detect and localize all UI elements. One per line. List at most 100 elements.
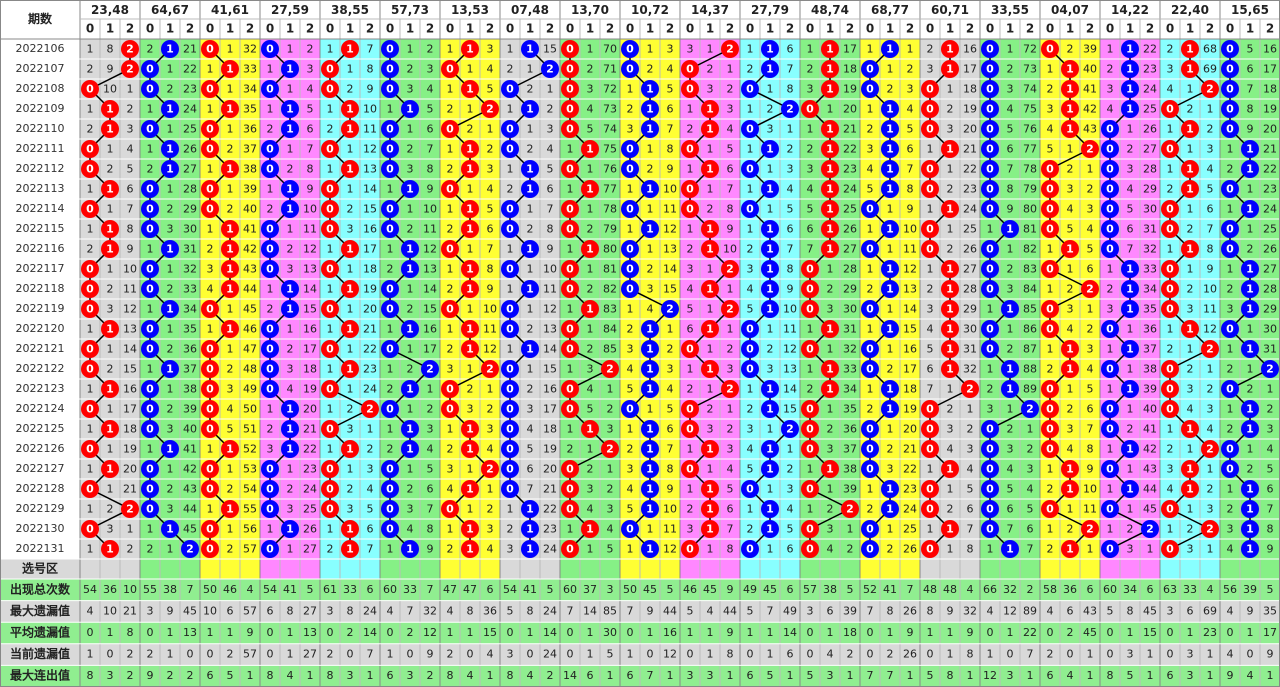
hit-digit: 1 xyxy=(946,203,954,216)
miss-count: 13 xyxy=(423,263,437,276)
miss-count: 10 xyxy=(783,303,797,316)
hit-digit: 1 xyxy=(106,423,114,436)
miss-count: 1 xyxy=(527,303,534,316)
stat-value: 1 xyxy=(947,626,954,639)
miss-count: 82 xyxy=(603,283,617,296)
stat-value: 14 xyxy=(583,604,597,617)
hit-ball xyxy=(701,440,719,458)
hit-digit: 1 xyxy=(766,283,774,296)
miss-count: 2 xyxy=(287,343,294,356)
stat-value: 41 xyxy=(523,583,537,596)
miss-count: 2 xyxy=(1267,403,1274,416)
hit-ball xyxy=(761,500,779,518)
miss-count: 1 xyxy=(527,123,534,136)
miss-count: 1 xyxy=(867,103,874,116)
miss-count: 6 xyxy=(787,43,794,56)
miss-count: 2 xyxy=(347,403,354,416)
miss-count: 8 xyxy=(1087,443,1094,456)
miss-count: 28 xyxy=(843,263,857,276)
miss-count: 4 xyxy=(427,83,434,96)
miss-count: 15 xyxy=(543,363,557,376)
miss-count: 3 xyxy=(527,403,534,416)
miss-count: 5 xyxy=(907,123,914,136)
stat-value: 6 xyxy=(1187,604,1194,617)
hit-ball xyxy=(401,100,419,118)
miss-count: 73 xyxy=(603,103,617,116)
miss-count: 32 xyxy=(183,263,197,276)
miss-count: 2 xyxy=(447,443,454,456)
miss-count: 1 xyxy=(447,323,454,336)
miss-count: 3 xyxy=(227,383,234,396)
miss-count: 86 xyxy=(1023,323,1037,336)
miss-count: 1 xyxy=(587,163,594,176)
hit-digit: 1 xyxy=(646,463,654,476)
hit-digit: 0 xyxy=(386,483,394,496)
hit-digit: 0 xyxy=(266,503,274,516)
hit-ball xyxy=(501,80,519,98)
hit-digit: 0 xyxy=(866,443,874,456)
stat-value: 44 xyxy=(663,604,677,617)
hit-digit: 0 xyxy=(1046,43,1054,56)
hit-ball xyxy=(381,80,399,98)
miss-count: 7 xyxy=(727,183,734,196)
stat-value: 2 xyxy=(227,648,234,661)
stat-value: 8 xyxy=(927,604,934,617)
miss-count: 84 xyxy=(603,323,617,336)
hit-digit: 1 xyxy=(946,323,954,336)
hit-ball xyxy=(641,540,659,558)
digit-header: 1 xyxy=(1126,22,1134,36)
miss-count: 2 xyxy=(867,403,874,416)
hit-digit: 1 xyxy=(946,363,954,376)
stat-value: 0 xyxy=(267,626,274,639)
hit-digit: 1 xyxy=(166,523,174,536)
miss-count: 22 xyxy=(303,443,317,456)
hit-ball xyxy=(721,300,739,318)
hit-ball xyxy=(761,180,779,198)
miss-count: 2 xyxy=(747,243,754,256)
miss-count: 17 xyxy=(123,403,137,416)
hit-ball xyxy=(281,300,299,318)
stat-value: 12 xyxy=(663,648,677,661)
stat-value: 2 xyxy=(447,648,454,661)
stat-value: 0 xyxy=(567,626,574,639)
miss-count: 5 xyxy=(627,383,634,396)
miss-count: 2 xyxy=(567,443,574,456)
miss-count: 81 xyxy=(603,263,617,276)
miss-count: 29 xyxy=(963,303,977,316)
miss-count: 2 xyxy=(587,223,594,236)
stat-value: 8 xyxy=(327,669,334,682)
miss-count: 2 xyxy=(827,503,834,516)
hit-digit: 1 xyxy=(1186,123,1194,136)
stat-value: 8 xyxy=(947,669,954,682)
miss-count: 2 xyxy=(227,543,234,556)
hit-digit: 0 xyxy=(1046,323,1054,336)
stat-value: 5 xyxy=(1127,669,1134,682)
miss-count: 5 xyxy=(1027,503,1034,516)
digit-header: 1 xyxy=(1006,22,1014,36)
miss-count: 2 xyxy=(487,143,494,156)
hit-digit: 0 xyxy=(686,183,694,196)
hit-ball xyxy=(381,280,399,298)
miss-count: 2 xyxy=(1067,43,1074,56)
miss-count: 24 xyxy=(963,203,977,216)
miss-count: 35 xyxy=(1143,303,1157,316)
miss-count: 24 xyxy=(303,483,317,496)
hit-ball xyxy=(321,380,339,398)
miss-count: 11 xyxy=(363,123,377,136)
stat-value: 34 xyxy=(1123,583,1137,596)
hit-ball xyxy=(141,180,159,198)
hit-ball xyxy=(341,540,359,558)
digit-header: 1 xyxy=(586,22,594,36)
miss-count: 12 xyxy=(423,243,437,256)
hit-digit: 0 xyxy=(326,503,334,516)
miss-count: 1 xyxy=(647,243,654,256)
miss-count: 1 xyxy=(1107,443,1114,456)
miss-count: 4 xyxy=(487,63,494,76)
hit-digit: 0 xyxy=(1106,323,1114,336)
stat-value: 6 xyxy=(1087,583,1094,596)
miss-count: 22 xyxy=(543,503,557,516)
digit-header: 0 xyxy=(146,22,154,36)
hit-ball xyxy=(561,100,579,118)
hit-digit: 1 xyxy=(286,423,294,436)
digit-header: 0 xyxy=(386,22,394,36)
